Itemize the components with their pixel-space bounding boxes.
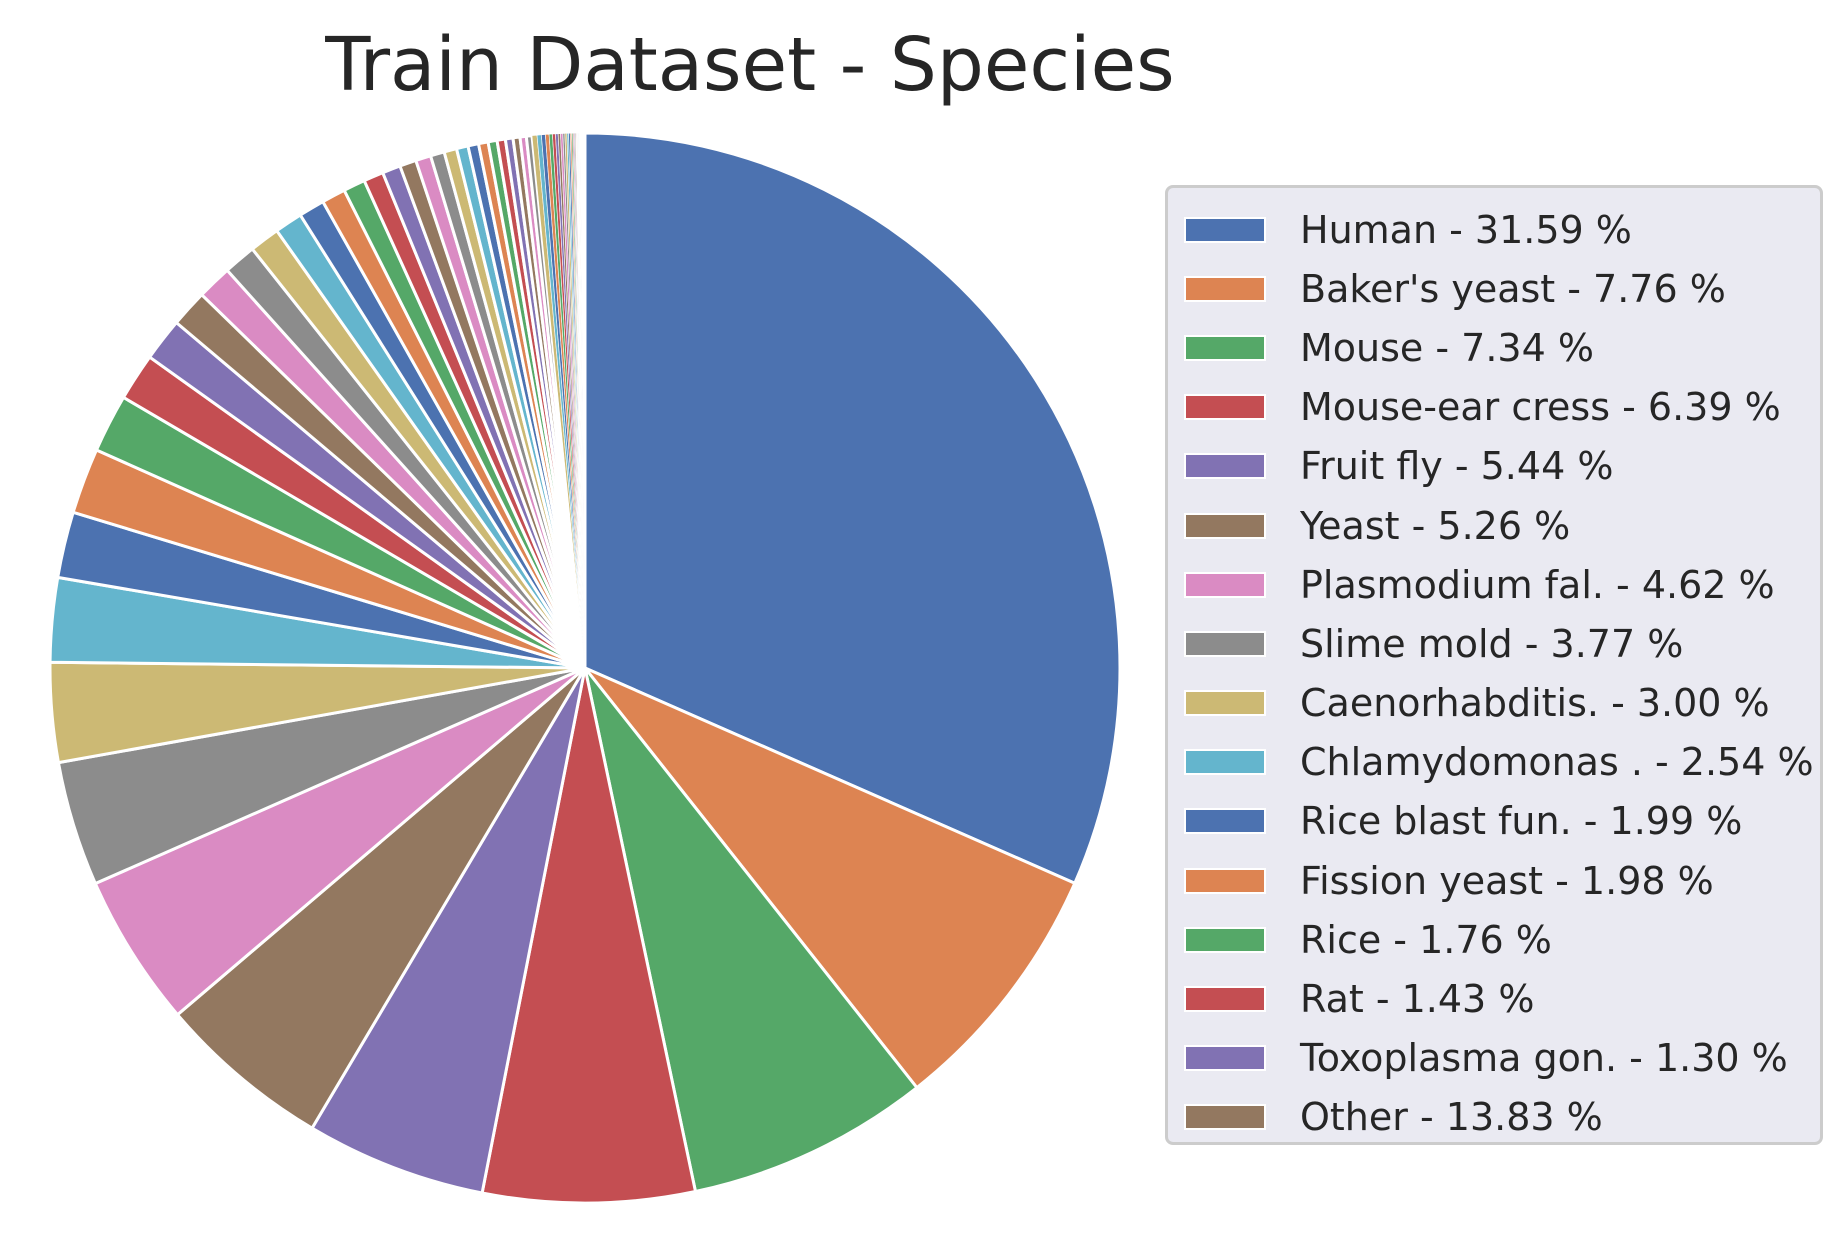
legend-label: Yeast - 5.26 % xyxy=(1300,503,1571,548)
legend-label: Mouse-ear cress - 6.39 % xyxy=(1300,385,1781,430)
legend-swatch xyxy=(1184,926,1266,953)
legend: Human - 31.59 % Baker's yeast - 7.76 % Mou… xyxy=(1165,185,1823,1145)
legend-item: Plasmodium fal. - 4.62 % xyxy=(1184,555,1820,614)
pie-slice xyxy=(480,667,698,1205)
legend-swatch xyxy=(1184,571,1266,598)
legend-swatch xyxy=(1184,749,1266,776)
legend-swatch xyxy=(1184,216,1266,243)
legend-label: Baker's yeast - 7.76 % xyxy=(1300,266,1726,311)
legend-item: Human - 31.59 % xyxy=(1184,200,1820,259)
legend-item: Fruit fly - 5.44 % xyxy=(1184,437,1820,496)
legend-item: Yeast - 5.26 % xyxy=(1184,496,1820,555)
legend-swatch xyxy=(1184,690,1266,717)
pie-slice xyxy=(175,666,587,1131)
legend-swatch xyxy=(1184,808,1266,835)
pie-slice xyxy=(93,666,586,1017)
legend-item: Rice blast fun. - 1.99 % xyxy=(1184,792,1820,851)
legend-item: Chlamydomonas . - 2.54 % xyxy=(1184,733,1820,792)
legend-item: Rice - 1.76 % xyxy=(1184,910,1820,969)
legend-swatch xyxy=(1184,394,1266,421)
legend-label: Human - 31.59 % xyxy=(1300,207,1632,252)
legend-label: Rice blast fun. - 1.99 % xyxy=(1300,799,1743,844)
legend-item: Caenorhabditis. - 3.00 % xyxy=(1184,674,1820,733)
legend-item: Slime mold - 3.77 % xyxy=(1184,614,1820,673)
legend-swatch xyxy=(1184,334,1266,361)
legend-swatch xyxy=(1184,1045,1266,1072)
legend-swatch xyxy=(1184,867,1266,894)
legend-label: Fission yeast - 1.98 % xyxy=(1300,858,1714,903)
chart-title: Train Dataset - Species xyxy=(325,22,1175,108)
legend-label: Rice - 1.76 % xyxy=(1300,917,1552,962)
legend-label: Toxoplasma gon. - 1.30 % xyxy=(1300,1036,1788,1081)
legend-label: Slime mold - 3.77 % xyxy=(1300,621,1684,666)
legend-label: Other - 13.83 % xyxy=(1300,1095,1603,1140)
pie-slice xyxy=(583,131,1122,886)
legend-label: Plasmodium fal. - 4.62 % xyxy=(1300,562,1775,607)
legend-item: Mouse-ear cress - 6.39 % xyxy=(1184,378,1820,437)
legend-swatch xyxy=(1184,275,1266,302)
legend-swatch xyxy=(1184,630,1266,657)
legend-label: Fruit fly - 5.44 % xyxy=(1300,444,1614,489)
legend-label: Mouse - 7.34 % xyxy=(1300,325,1594,370)
legend-item: Fission yeast - 1.98 % xyxy=(1184,851,1820,910)
legend-label: Caenorhabditis. - 3.00 % xyxy=(1300,681,1770,726)
pie-slice xyxy=(583,666,1077,1090)
pie-slices xyxy=(48,131,1122,1205)
legend-swatch xyxy=(1184,986,1266,1013)
legend-item: Rat - 1.43 % xyxy=(1184,969,1820,1028)
legend-label: Rat - 1.43 % xyxy=(1300,977,1535,1022)
legend-swatch xyxy=(1184,1104,1266,1131)
legend-swatch xyxy=(1184,512,1266,539)
legend-item: Other - 13.83 % xyxy=(1184,1088,1820,1147)
legend-item: Toxoplasma gon. - 1.30 % xyxy=(1184,1029,1820,1088)
pie-slice-other-part xyxy=(579,132,586,669)
pie-slice xyxy=(310,667,587,1195)
legend-label: Chlamydomonas . - 2.54 % xyxy=(1300,740,1814,785)
legend-item: Baker's yeast - 7.76 % xyxy=(1184,259,1820,318)
legend-item: Mouse - 7.34 % xyxy=(1184,318,1820,377)
legend-swatch xyxy=(1184,453,1266,480)
